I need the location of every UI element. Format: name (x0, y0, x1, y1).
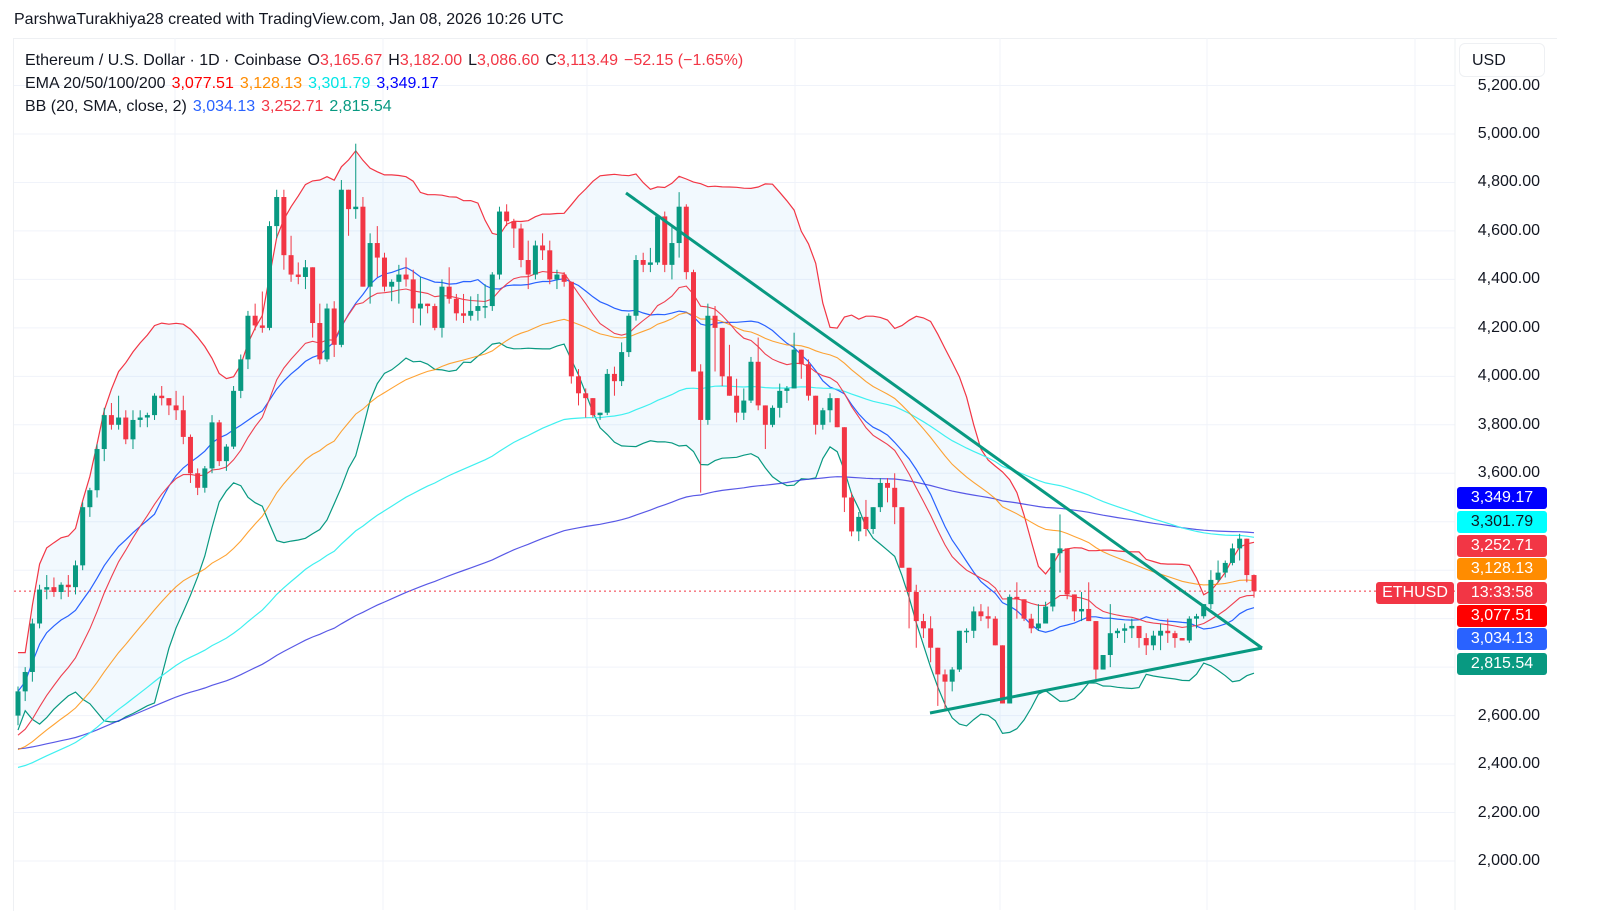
ema50-value: 3,128.13 (239, 75, 303, 92)
bb-upper-tag: 3,252.71 (1457, 535, 1547, 557)
ema-legend[interactable]: EMA 20/50/100/200 3,077.51 3,128.13 3,301.7… (25, 72, 749, 95)
price-axis-label: 4,200.00 (1477, 318, 1540, 336)
ema20-value: 3,077.51 (171, 75, 234, 92)
price-axis-label: 2,400.00 (1477, 755, 1540, 773)
countdown-tag: 13:33:58 (1457, 582, 1547, 604)
ohlc-legend[interactable]: Ethereum / U.S. Dollar · 1D · Coinbase O3… (25, 52, 744, 69)
close-value: 3,113.49 (556, 52, 618, 69)
price-axis-label: 2,600.00 (1477, 706, 1540, 724)
price-axis-label: 4,800.00 (1477, 173, 1540, 191)
bb-legend[interactable]: BB (20, SMA, close, 2) 3,034.13 3,252.71 2,… (25, 95, 749, 118)
price-axis-label: 3,600.00 (1477, 464, 1540, 482)
bb-upper-value: 3,252.71 (261, 98, 324, 115)
chart-frame (13, 38, 1557, 911)
bb-lower-tag: 2,815.54 (1457, 653, 1547, 675)
ema50-tag: 3,128.13 (1457, 558, 1547, 580)
price-axis-label: 2,000.00 (1477, 851, 1540, 869)
ema20-tag: 3,077.51 (1457, 605, 1547, 627)
low-value: 3,086.60 (477, 52, 540, 69)
symbol-tag: ETHUSD (1376, 582, 1454, 604)
ema-label: EMA 20/50/100/200 (25, 75, 166, 92)
price-axis-label: 2,200.00 (1477, 803, 1540, 821)
currency-selector[interactable]: USD (1459, 43, 1545, 77)
bb-lower-value: 2,815.54 (329, 98, 392, 115)
price-axis-label: 4,400.00 (1477, 270, 1540, 288)
open-value: 3,165.67 (320, 52, 383, 69)
bb-label: BB (20, SMA, close, 2) (25, 98, 187, 115)
descending-resistance-line (625, 191, 1263, 650)
ema100-tag: 3,301.79 (1457, 511, 1547, 533)
ema200-tag: 3,349.17 (1457, 487, 1547, 509)
bb-basis-tag: 3,034.13 (1457, 628, 1547, 650)
bb-basis-value: 3,034.13 (192, 98, 256, 115)
price-axis-label: 5,200.00 (1477, 76, 1540, 94)
price-axis-label: 4,000.00 (1477, 367, 1540, 385)
price-axis-label: 4,600.00 (1477, 221, 1540, 239)
price-axis-label: 5,000.00 (1477, 125, 1540, 142)
ascending-support-line (929, 646, 1263, 715)
ema100-value: 3,301.79 (308, 75, 371, 92)
chart-legend: Ethereum / U.S. Dollar · 1D · Coinbase O3… (25, 49, 749, 118)
change-value: −52.15 (−1.65%) (623, 52, 744, 69)
ema200-value: 3,349.17 (376, 75, 439, 92)
chart-credit: ParshwaTurakhiya28 created with TradingV… (14, 11, 564, 28)
high-value: 3,182.00 (399, 52, 463, 69)
price-axis-label: 3,800.00 (1477, 415, 1540, 433)
symbol-label: Ethereum / U.S. Dollar · 1D · Coinbase (25, 52, 302, 69)
